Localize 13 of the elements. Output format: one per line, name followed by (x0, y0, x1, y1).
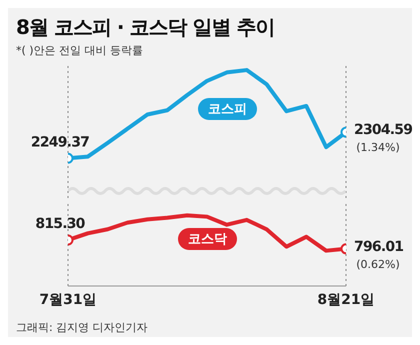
data-label: 796.01 (354, 238, 404, 255)
chart-title: 8월 코스피 · 코스닥 일별 추이 (15, 14, 276, 41)
text: 그래픽: 김지영 디자인기자 (15, 320, 149, 335)
data-label: 2249.37 (30, 134, 90, 150)
annotation: (0.62%) (356, 258, 400, 271)
series-label: 코스닥 (178, 228, 237, 250)
annotation: (1.34%) (356, 141, 400, 154)
x-tick-label: 8월21일 (317, 292, 375, 308)
chart-subtitle: *( )안은 전일 대비 등락률 (15, 43, 144, 58)
series-label: 코스피 (198, 98, 257, 120)
x-tick-label: 7월31일 (39, 292, 97, 308)
data-label: 815.30 (35, 216, 86, 232)
data-label: 2304.59 (354, 122, 412, 138)
